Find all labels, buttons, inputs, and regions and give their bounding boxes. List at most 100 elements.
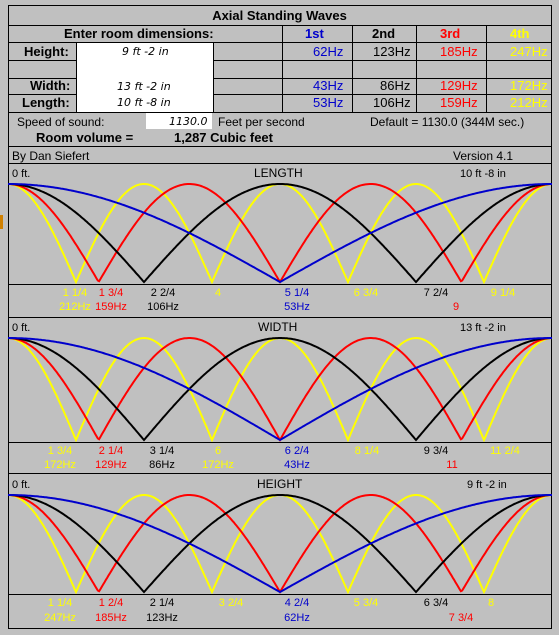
- node-position-label: 5 1/4: [284, 287, 310, 299]
- col-3rd-header: 3rd: [440, 26, 461, 41]
- node-frequency-label: 9: [452, 301, 460, 313]
- divider: [8, 94, 552, 95]
- mode-1-wave: [8, 337, 552, 442]
- node-position-label: 1 2/4: [98, 597, 124, 609]
- height-label: Height:: [24, 44, 69, 59]
- node-position-label: 3 1/4: [149, 445, 175, 457]
- length-f4: 212Hz: [510, 95, 548, 110]
- length-f2: 106Hz: [373, 95, 411, 110]
- node-position-label: 4 2/4: [284, 597, 310, 609]
- node-position-label: 4: [214, 287, 222, 299]
- baseline: [8, 594, 552, 595]
- divider: [8, 112, 552, 113]
- speed-input[interactable]: 1130.0: [169, 115, 208, 128]
- divider: [76, 42, 77, 112]
- graph-right-label: 13 ft -2 in: [460, 322, 506, 334]
- node-position-label: 9 1/4: [490, 287, 516, 299]
- speed-unit: Feet per second: [218, 115, 305, 129]
- length-f3: 159Hz: [440, 95, 478, 110]
- divider: [8, 473, 552, 474]
- mode-3-wave: [8, 337, 552, 442]
- node-position-label: 6 2/4: [284, 445, 310, 457]
- node-frequency-label: 129Hz: [95, 459, 127, 471]
- length-f1: 53Hz: [313, 95, 344, 110]
- height-wave-plot: [8, 494, 552, 594]
- node-frequency-label: 172Hz: [44, 459, 76, 471]
- node-position-label: 5 3/4: [353, 597, 379, 609]
- node-position-label: 2 1/4: [149, 597, 175, 609]
- node-position-label: 6 3/4: [423, 597, 449, 609]
- node-frequency-label: 53Hz: [284, 301, 310, 313]
- divider: [8, 42, 552, 43]
- node-frequency-label: 159Hz: [95, 301, 127, 313]
- volume-value: 1,287 Cubic feet: [174, 130, 273, 145]
- width-f2: 86Hz: [380, 78, 411, 93]
- width-input[interactable]: 13 ft -2 in: [117, 80, 171, 93]
- divider: [8, 146, 552, 147]
- col-4th-header: 4th: [510, 26, 530, 41]
- node-position-label: 3 2/4: [218, 597, 244, 609]
- mode-3-wave: [8, 183, 552, 284]
- node-position-label: 9 3/4: [423, 445, 449, 457]
- length-label: Length:: [22, 95, 70, 110]
- graph-title: WIDTH: [258, 320, 298, 334]
- height-f3: 185Hz: [440, 44, 478, 59]
- width-label: Width:: [30, 78, 71, 93]
- divider: [8, 163, 552, 164]
- node-frequency-label: 43Hz: [284, 459, 310, 471]
- app-title: Axial Standing Waves: [212, 8, 347, 23]
- graph-left-label: 0 ft.: [12, 322, 31, 334]
- window-edge-marker: [0, 215, 3, 229]
- col-1st-header: 1st: [305, 26, 324, 41]
- node-position-label: 6 3/4: [353, 287, 379, 299]
- length-input[interactable]: 10 ft -8 in: [117, 96, 171, 109]
- mode-1-wave: [8, 183, 552, 284]
- node-position-label: 2 2/4: [150, 287, 176, 299]
- graph-left-label: 0 ft.: [12, 479, 31, 491]
- width-f1: 43Hz: [313, 78, 344, 93]
- graph-right-label: 10 ft -8 in: [460, 168, 506, 180]
- height-f4: 247Hz: [510, 44, 548, 59]
- node-frequency-label: 11: [446, 459, 458, 471]
- node-frequency-label: 172Hz: [202, 459, 234, 471]
- node-frequency-label: 185Hz: [95, 612, 127, 624]
- graph-right-label: 9 ft -2 in: [467, 479, 507, 491]
- divider: [8, 60, 552, 61]
- node-position-label: 1 3/4: [98, 287, 124, 299]
- node-position-label: 8: [487, 597, 495, 609]
- height-input[interactable]: 9 ft -2 in: [122, 45, 169, 58]
- col-2nd-header: 2nd: [372, 26, 396, 41]
- mode-1-wave: [8, 494, 552, 594]
- speed-default: Default = 1130.0 (344M sec.): [370, 115, 525, 129]
- node-frequency-label: 247Hz: [44, 612, 76, 624]
- node-position-label: 7 2/4: [423, 287, 449, 299]
- mode-2-wave: [8, 183, 552, 284]
- node-position-label: 8 1/4: [354, 445, 380, 457]
- graph-title: LENGTH: [254, 166, 303, 180]
- mode-3-wave: [8, 494, 552, 594]
- node-frequency-label: 7 3/4: [448, 612, 474, 624]
- baseline: [8, 442, 552, 443]
- baseline: [8, 284, 552, 285]
- mode-2-wave: [8, 494, 552, 594]
- divider: [8, 317, 552, 318]
- node-frequency-label: 62Hz: [284, 612, 310, 624]
- node-position-label: 6: [214, 445, 222, 457]
- author-credit: By Dan Siefert: [12, 149, 90, 163]
- node-frequency-label: 86Hz: [149, 459, 175, 471]
- graph-title: HEIGHT: [257, 477, 303, 491]
- node-position-label: 1 1/4: [62, 287, 88, 299]
- version-label: Version 4.1: [453, 149, 514, 163]
- divider: [8, 78, 552, 79]
- width-f3: 129Hz: [440, 78, 478, 93]
- input-panel: [77, 43, 213, 112]
- width-f4: 172Hz: [510, 78, 548, 93]
- width-wave-plot: [8, 336, 552, 442]
- node-frequency-label: 212Hz: [59, 301, 91, 313]
- node-position-label: 2 1/4: [98, 445, 124, 457]
- node-position-label: 11 2/4: [490, 445, 520, 457]
- divider: [416, 25, 417, 112]
- divider: [213, 42, 214, 112]
- divider: [282, 25, 283, 112]
- graph-left-label: 0 ft.: [12, 168, 31, 180]
